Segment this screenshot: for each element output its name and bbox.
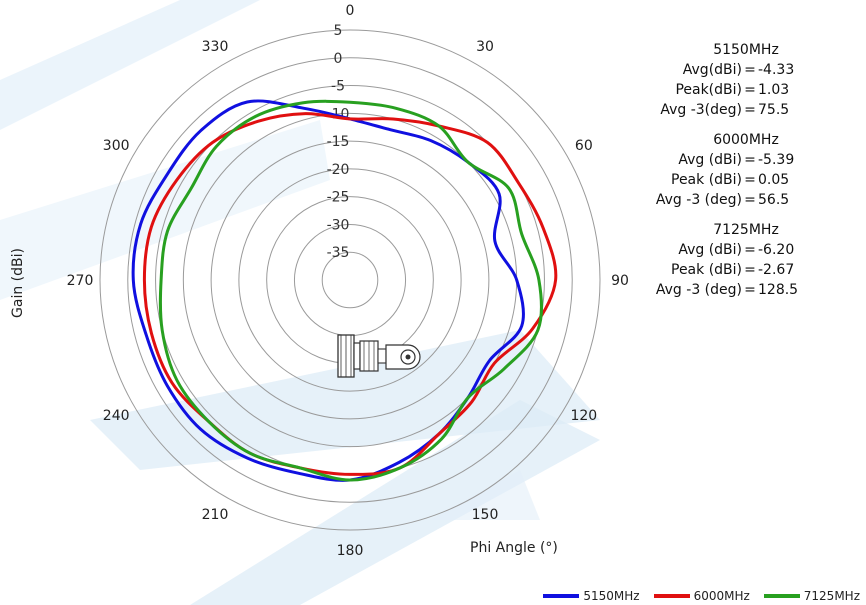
stat-label: Avg(dBi): [682, 62, 742, 78]
legend: 5150MHz 6000MHz 7125MHz: [543, 589, 860, 603]
grid-ring: [321, 251, 379, 309]
gain-curves: [131, 99, 558, 482]
angle-label: 210: [202, 507, 229, 523]
legend-label: 6000MHz: [693, 589, 750, 603]
stat-row: Avg (dBi) = -5.39: [620, 150, 820, 170]
stat-label: Avg -3(deg): [660, 102, 742, 118]
legend-item-7125: 7125MHz: [763, 589, 860, 603]
series-line-7125MHz: [158, 99, 544, 482]
radial-tick-label: 0: [334, 51, 343, 67]
band-5150-stats: 5150MHz Avg(dBi) = -4.33 Peak(dBi) = 1.03 Av…: [620, 40, 820, 120]
angle-label: 300: [103, 138, 130, 154]
stat-row: Avg -3 (deg) = 56.5: [620, 190, 820, 210]
angle-label: 150: [472, 507, 499, 523]
stat-label: Avg -3 (deg): [655, 192, 742, 208]
grid-ring: [127, 57, 573, 503]
grid-ring: [210, 140, 490, 420]
stat-label: Avg (dBi): [678, 152, 742, 168]
antenna-connector-icon: [337, 334, 421, 378]
band-title: 6000MHz: [713, 132, 779, 148]
legend-swatch: [653, 594, 690, 598]
radial-tick-label: -25: [327, 190, 350, 206]
angle-label: 30: [476, 39, 494, 55]
stat-value: 1.03: [758, 82, 790, 98]
legend-label: 7125MHz: [803, 589, 860, 603]
radial-tick-labels: 50-5-10-15-20-25-30-35: [327, 23, 350, 261]
legend-label: 5150MHz: [583, 589, 640, 603]
grid-ring: [238, 168, 462, 392]
angle-label: 90: [611, 273, 629, 289]
grid-ring: [155, 85, 545, 475]
series-line-6000MHz: [142, 112, 558, 476]
radial-tick-label: 5: [334, 23, 343, 39]
angle-label: 0: [346, 3, 355, 19]
legend-swatch: [763, 594, 800, 598]
angle-label: 120: [570, 408, 597, 424]
stat-row: Avg -3 (deg) = 128.5: [620, 280, 820, 300]
band-statistics: 5150MHz Avg(dBi) = -4.33 Peak(dBi) = 1.03 Av…: [620, 40, 820, 310]
polar-grid: [99, 29, 601, 531]
stat-value: 56.5: [758, 192, 790, 208]
stat-row: Peak (dBi) = -2.67: [620, 260, 820, 280]
stat-value: -6.20: [758, 242, 795, 258]
stat-value: 75.5: [758, 102, 790, 118]
grid-ring: [99, 29, 601, 531]
stat-label: Avg (dBi): [678, 242, 742, 258]
stat-label: Peak (dBi): [671, 172, 742, 188]
y-axis-label: Gain (dBi): [10, 248, 26, 318]
angle-label: 270: [67, 273, 94, 289]
stat-value: -5.39: [758, 152, 795, 168]
radial-tick-label: -5: [331, 79, 345, 95]
angle-labels: 0 30 60 90 120 150 180 210 240 270 300 330: [67, 3, 629, 559]
legend-item-6000: 6000MHz: [653, 589, 750, 603]
radial-tick-label: -20: [327, 162, 350, 178]
stat-row: Peak (dBi) = 0.05: [620, 170, 820, 190]
stat-value: 128.5: [758, 282, 799, 298]
band-title: 5150MHz: [713, 42, 779, 58]
band-title: 7125MHz: [713, 222, 779, 238]
radial-tick-label: -15: [327, 134, 350, 150]
stat-value: -4.33: [758, 62, 795, 78]
stat-value: 0.05: [758, 172, 790, 188]
legend-item-5150: 5150MHz: [543, 589, 640, 603]
legend-swatch: [543, 594, 580, 598]
stat-value: -2.67: [758, 262, 795, 278]
radial-tick-label: -30: [327, 217, 350, 233]
band-6000-stats: 6000MHz Avg (dBi) = -5.39 Peak (dBi) = 0.05 …: [620, 130, 820, 210]
stat-label: Avg -3 (deg): [655, 282, 742, 298]
grid-ring: [293, 223, 407, 337]
x-axis-label: Phi Angle (°): [470, 540, 558, 556]
band-7125-stats: 7125MHz Avg (dBi) = -6.20 Peak (dBi) = -2.67…: [620, 220, 820, 300]
stat-label: Peak(dBi): [675, 82, 742, 98]
stat-row: Avg(dBi) = -4.33: [620, 60, 820, 80]
radial-tick-label: -35: [327, 245, 350, 261]
stat-label: Peak (dBi): [671, 262, 742, 278]
angle-label: 240: [103, 408, 130, 424]
angle-label: 330: [202, 39, 229, 55]
angle-label: 180: [337, 543, 364, 559]
angle-label: 60: [575, 138, 593, 154]
grid-ring: [182, 112, 518, 448]
stat-row: Avg (dBi) = -6.20: [620, 240, 820, 260]
stat-row: Avg -3(deg) = 75.5: [620, 100, 820, 120]
stat-row: Peak(dBi) = 1.03: [620, 80, 820, 100]
